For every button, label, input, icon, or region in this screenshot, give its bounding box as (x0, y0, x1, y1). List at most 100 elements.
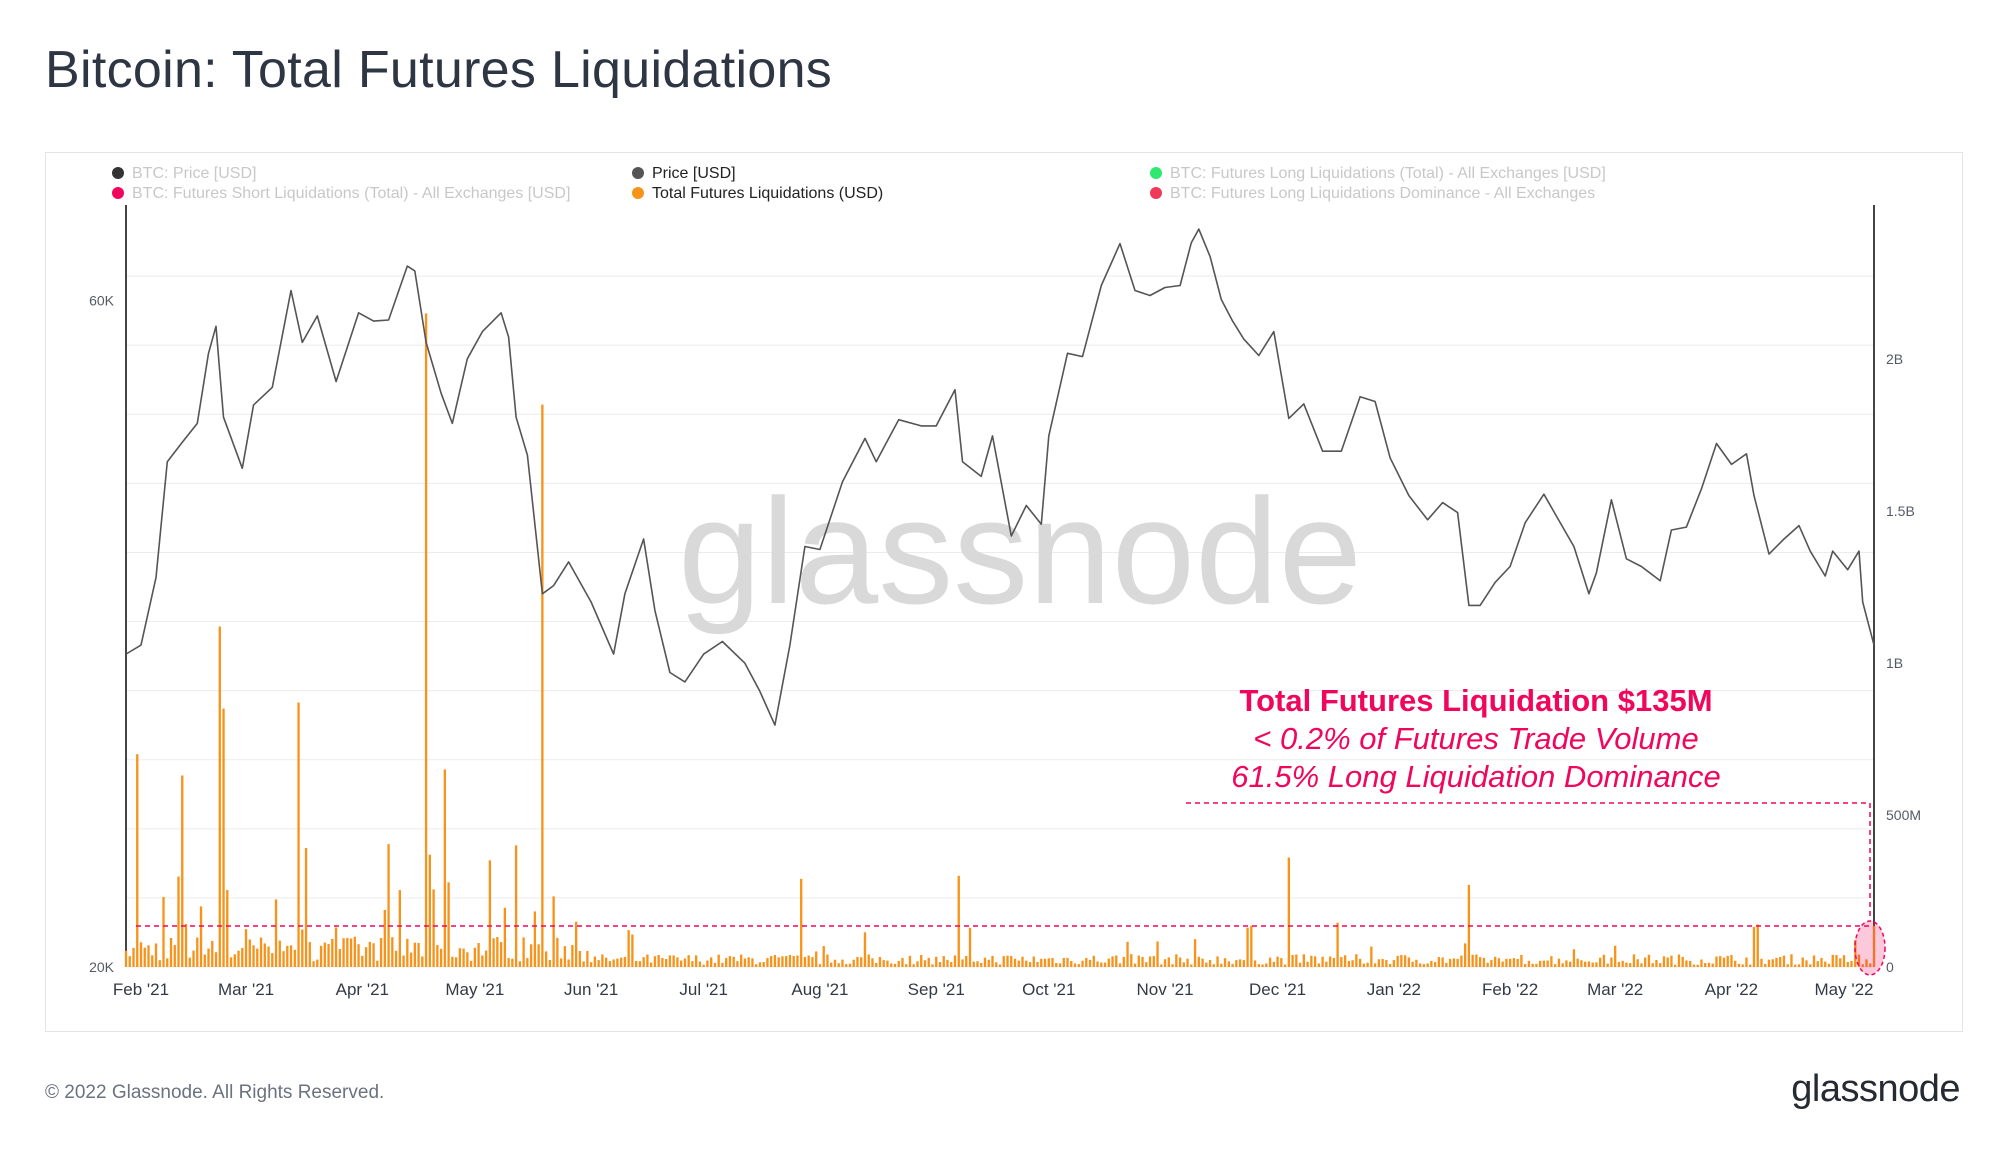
liquidation-bar (1719, 956, 1722, 967)
liquidation-bar (691, 961, 694, 967)
liquidation-bar (1775, 957, 1778, 967)
liquidation-bar (1043, 958, 1047, 967)
liquidation-bar (293, 949, 296, 967)
liquidation-bar (188, 957, 191, 967)
liquidation-bar (953, 955, 957, 967)
liquidation-bar (721, 962, 724, 967)
liquidation-bar (1257, 964, 1260, 967)
liquidation-bar (1246, 927, 1249, 967)
liquidation-bar (1415, 959, 1418, 967)
liquidation-bar (1561, 963, 1564, 967)
liquidation-bar (586, 950, 589, 967)
liquidation-bar (323, 942, 326, 967)
liquidation-bar (541, 404, 544, 968)
liquidation-bar (1193, 939, 1197, 967)
liquidation-bar (451, 956, 454, 967)
liquidation-bar (1111, 956, 1114, 967)
liquidation-bar (533, 911, 537, 967)
legend-marker (112, 167, 124, 179)
liquidation-bar (338, 949, 341, 967)
liquidation-bar (256, 948, 259, 967)
liquidation-bar (770, 956, 773, 967)
liquidation-bar (166, 958, 169, 967)
liquidation-bar (710, 957, 713, 967)
liquidation-bar (702, 964, 705, 967)
liquidation-bar (1835, 955, 1838, 967)
liquidation-bar (1137, 955, 1140, 967)
liquidation-bar (409, 952, 413, 967)
liquidation-bar (196, 937, 199, 967)
liquidation-bar (1370, 946, 1373, 967)
liquidation-bar (740, 954, 743, 967)
liquidation-bar (372, 943, 375, 967)
liquidation-bar (792, 955, 795, 967)
liquidation-bar (211, 940, 214, 967)
liquidation-bar (796, 955, 799, 967)
left-axis-tick-label: 60K (89, 293, 115, 309)
liquidation-bar (1790, 954, 1793, 967)
liquidation-bar (1156, 941, 1159, 967)
liquidation-bar (758, 962, 762, 967)
liquidation-bar (695, 955, 698, 967)
highlight-circle (1854, 920, 1886, 976)
liquidation-bar (169, 937, 173, 967)
liquidation-bar (1208, 959, 1212, 967)
liquidation-bar (1872, 925, 1876, 967)
liquidation-bar (1816, 961, 1819, 967)
liquidation-bar (1347, 961, 1351, 967)
liquidation-bar (1321, 956, 1324, 967)
liquidation-bar (398, 890, 401, 967)
liquidation-bar (1377, 959, 1381, 967)
liquidation-bar (938, 962, 942, 967)
liquidation-bar (1493, 956, 1497, 967)
liquidation-bar (1205, 962, 1208, 967)
liquidation-bar (312, 961, 315, 967)
liquidation-bar (1475, 954, 1478, 967)
liquidation-bar (612, 959, 615, 967)
liquidation-bar (1445, 962, 1448, 967)
liquidation-bar (627, 930, 630, 967)
liquidation-bar (1696, 964, 1699, 967)
liquidation-bar (743, 958, 747, 967)
liquidation-bar (1636, 959, 1639, 967)
liquidation-bar (908, 955, 912, 967)
liquidation-bar (263, 943, 266, 967)
liquidation-bar (162, 897, 165, 967)
liquidation-bar (1471, 954, 1474, 967)
liquidation-bar (1520, 954, 1523, 967)
liquidation-bar (1295, 954, 1298, 967)
liquidation-bar (845, 964, 848, 967)
liquidation-bars (124, 313, 1876, 968)
liquidation-bar (972, 961, 975, 967)
liquidation-bar (1786, 964, 1789, 967)
liquidation-bar (488, 860, 492, 967)
liquidation-bar (462, 948, 465, 967)
liquidation-bar (1422, 964, 1426, 967)
liquidation-bar (672, 955, 675, 967)
liquidation-bar (1456, 958, 1459, 967)
liquidation-bar (1171, 964, 1174, 967)
liquidation-bar (1737, 963, 1741, 967)
liquidation-bar (916, 961, 919, 967)
liquidation-bar (1058, 963, 1062, 967)
liquidation-bar (1025, 960, 1028, 967)
liquidation-bar (1073, 963, 1077, 967)
liquidation-bar (1047, 958, 1050, 967)
liquidation-bar (518, 961, 522, 967)
liquidation-bar (1055, 963, 1058, 967)
liquidation-bar (1674, 964, 1677, 967)
liquidation-bar (214, 952, 218, 967)
liquidation-bar (1572, 949, 1576, 967)
liquidation-bar (1118, 963, 1122, 967)
liquidation-bar (1175, 954, 1178, 967)
liquidation-bar (436, 945, 439, 967)
liquidation-bar (1505, 958, 1508, 967)
liquidation-bar (1794, 964, 1797, 967)
liquidation-bar (717, 954, 720, 967)
x-axis-tick-label: Nov '21 (1136, 980, 1193, 999)
liquidation-bar (1313, 956, 1317, 967)
liquidation-bar (1291, 955, 1294, 967)
liquidation-bar (1242, 960, 1245, 967)
liquidation-bar (1812, 955, 1816, 967)
liquidation-bar (1482, 957, 1486, 967)
